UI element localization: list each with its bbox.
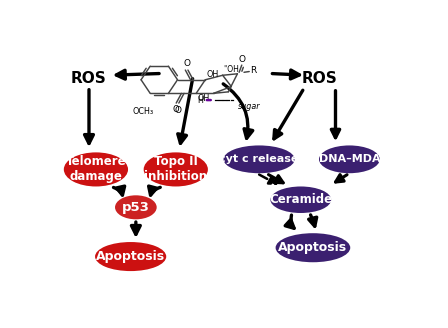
Ellipse shape xyxy=(271,187,331,213)
Text: Telomere
damage: Telomere damage xyxy=(65,155,126,183)
Text: DNA–MDA: DNA–MDA xyxy=(319,154,380,164)
Text: Topo II
inhibition: Topo II inhibition xyxy=(144,155,207,183)
Ellipse shape xyxy=(276,233,350,262)
Ellipse shape xyxy=(95,242,166,271)
Text: Ceramide: Ceramide xyxy=(269,193,332,206)
Ellipse shape xyxy=(144,153,208,187)
Text: cyt c release: cyt c release xyxy=(220,154,299,164)
Ellipse shape xyxy=(319,145,380,173)
Ellipse shape xyxy=(64,153,128,187)
Text: p53: p53 xyxy=(122,201,150,214)
Text: ROS: ROS xyxy=(302,71,338,86)
Text: ROS: ROS xyxy=(71,71,107,86)
Text: Apoptosis: Apoptosis xyxy=(278,241,348,254)
Text: Apoptosis: Apoptosis xyxy=(96,250,165,263)
Ellipse shape xyxy=(115,195,157,219)
Ellipse shape xyxy=(224,145,295,173)
